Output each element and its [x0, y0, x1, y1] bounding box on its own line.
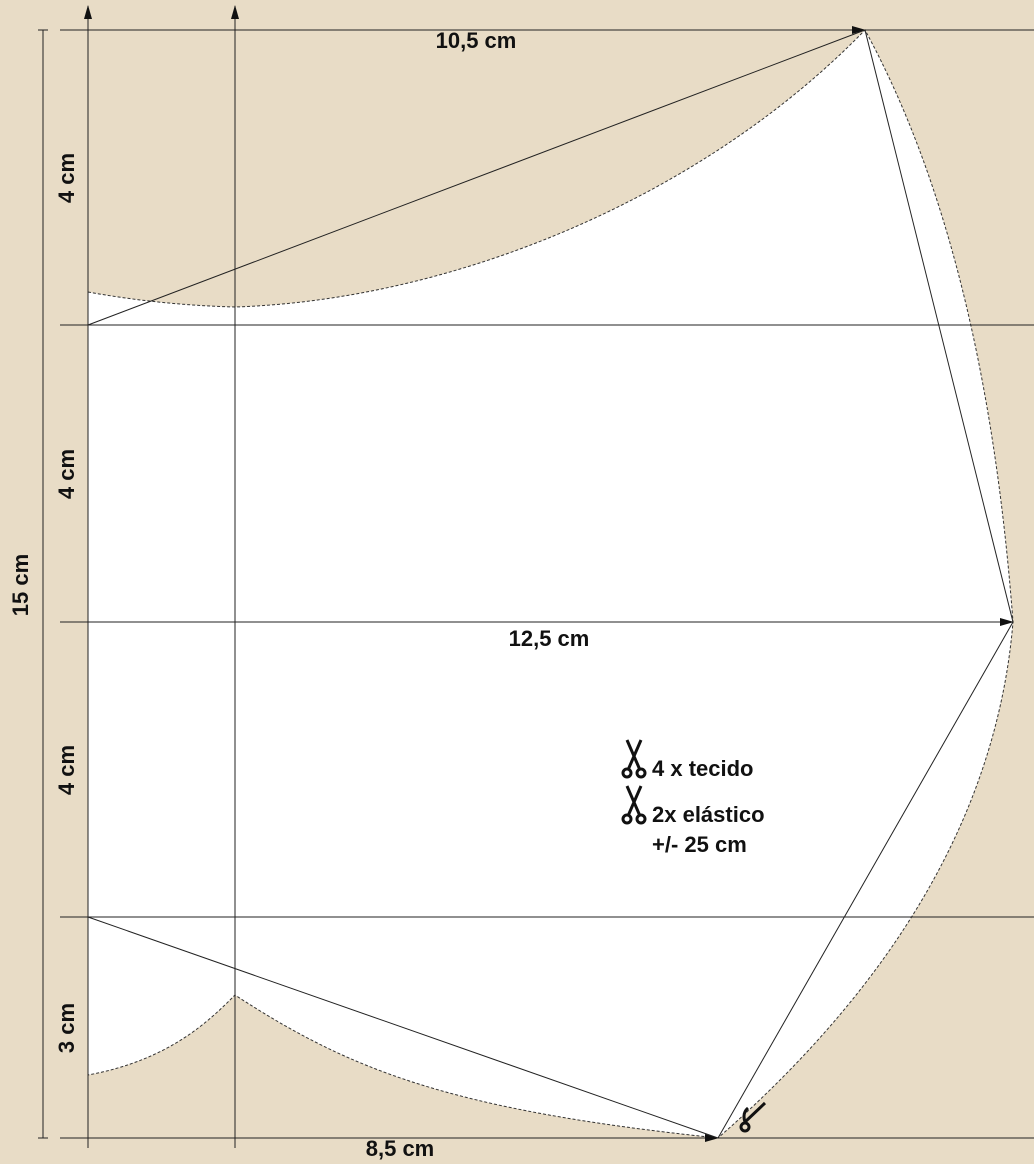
segment-label: 4 cm	[54, 449, 79, 499]
guide-lines	[38, 5, 1034, 1148]
segment-label: 3 cm	[54, 1003, 79, 1053]
instruction: +/- 25 cm	[652, 832, 747, 857]
segment-label: 4 cm	[54, 745, 79, 795]
instruction: 4 x tecido	[652, 756, 753, 781]
segment-label: 4 cm	[54, 153, 79, 203]
middle-width: 12,5 cm	[509, 626, 590, 651]
top-width: 10,5 cm	[436, 28, 517, 53]
bottom-width: 8,5 cm	[366, 1136, 435, 1161]
scissors-icon	[621, 739, 767, 1133]
total-height: 15 cm	[8, 554, 33, 616]
instruction: 2x elástico	[652, 802, 765, 827]
